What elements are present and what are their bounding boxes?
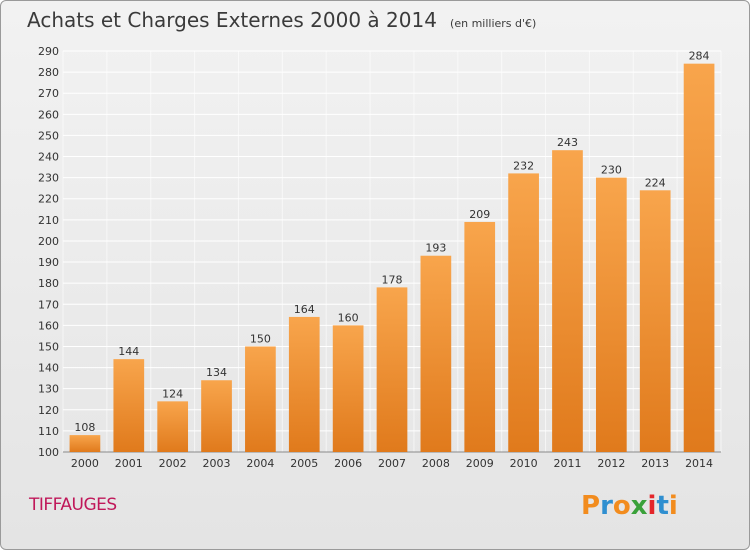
bar: [420, 255, 452, 452]
y-tick-label: 220: [38, 193, 59, 206]
chart-subtitle: (en milliers d'€): [450, 17, 537, 30]
bar: [113, 359, 145, 452]
x-tick-label: 2003: [203, 457, 231, 470]
value-label: 134: [206, 366, 227, 379]
x-tick-label: 2011: [553, 457, 581, 470]
value-label: 124: [162, 387, 183, 400]
y-tick-label: 210: [38, 214, 59, 227]
bar: [376, 287, 408, 452]
value-label: 232: [513, 159, 534, 172]
x-tick-label: 2005: [290, 457, 318, 470]
y-tick-label: 240: [38, 151, 59, 164]
y-tick-label: 160: [38, 319, 59, 332]
value-label: 224: [645, 176, 666, 189]
y-tick-label: 140: [38, 362, 59, 375]
value-label: 230: [601, 164, 622, 177]
y-tick-label: 100: [38, 446, 59, 459]
y-tick-label: 130: [38, 383, 59, 396]
y-tick-label: 260: [38, 108, 59, 121]
bar: [508, 173, 539, 452]
logo-letter: x: [630, 491, 648, 521]
x-tick-label: 2001: [115, 457, 143, 470]
x-tick-label: 2013: [641, 457, 669, 470]
logo-letter: i: [647, 491, 657, 521]
logo-letter: r: [600, 491, 613, 521]
value-label: 284: [689, 50, 710, 63]
bar: [69, 435, 101, 452]
logo-letter: o: [612, 491, 631, 521]
bar: [552, 150, 583, 452]
chart-title-block: Achats et Charges Externes 2000 à 2014 (…: [27, 8, 536, 32]
x-tick-label: 2007: [378, 457, 406, 470]
x-tick-label: 2008: [422, 457, 450, 470]
x-tick-label: 2000: [71, 457, 99, 470]
bar: [639, 190, 671, 452]
y-tick-label: 180: [38, 277, 59, 290]
y-tick-label: 250: [38, 129, 59, 142]
bar: [332, 325, 364, 452]
bar: [245, 346, 276, 452]
x-tick-label: 2012: [597, 457, 625, 470]
city-name: TIFFAUGES: [29, 495, 117, 515]
value-label: 209: [469, 208, 490, 221]
value-label: 108: [74, 421, 95, 434]
logo-letter: i: [668, 491, 678, 521]
logo-letter: P: [581, 491, 601, 521]
y-tick-label: 280: [38, 66, 59, 79]
y-tick-label: 150: [38, 340, 59, 353]
value-label: 178: [382, 273, 403, 286]
y-tick-label: 270: [38, 87, 59, 100]
bar: [464, 221, 496, 452]
y-tick-label: 200: [38, 235, 59, 248]
x-tick-label: 2002: [159, 457, 187, 470]
value-label: 193: [425, 242, 446, 255]
y-tick-label: 290: [38, 45, 59, 58]
value-label: 164: [294, 303, 315, 316]
bar: [683, 63, 715, 453]
logo-letter: t: [656, 491, 669, 521]
bar: [157, 401, 189, 452]
y-tick-label: 190: [38, 256, 59, 269]
x-tick-label: 2009: [466, 457, 494, 470]
bar: [288, 316, 320, 452]
value-label: 150: [250, 332, 271, 345]
x-tick-label: 2010: [510, 457, 538, 470]
y-tick-label: 170: [38, 298, 59, 311]
x-tick-label: 2006: [334, 457, 362, 470]
bar: [595, 177, 627, 452]
y-tick-label: 230: [38, 172, 59, 185]
bar: [201, 380, 232, 452]
chart-title: Achats et Charges Externes 2000 à 2014: [27, 8, 437, 32]
value-label: 243: [557, 136, 578, 149]
y-tick-label: 110: [38, 425, 59, 438]
y-tick-label: 120: [38, 404, 59, 417]
value-label: 160: [338, 311, 359, 324]
x-tick-label: 2004: [246, 457, 274, 470]
value-label: 144: [118, 345, 139, 358]
x-tick-label: 2014: [685, 457, 713, 470]
proxiti-logo: Proxiti: [581, 491, 678, 521]
